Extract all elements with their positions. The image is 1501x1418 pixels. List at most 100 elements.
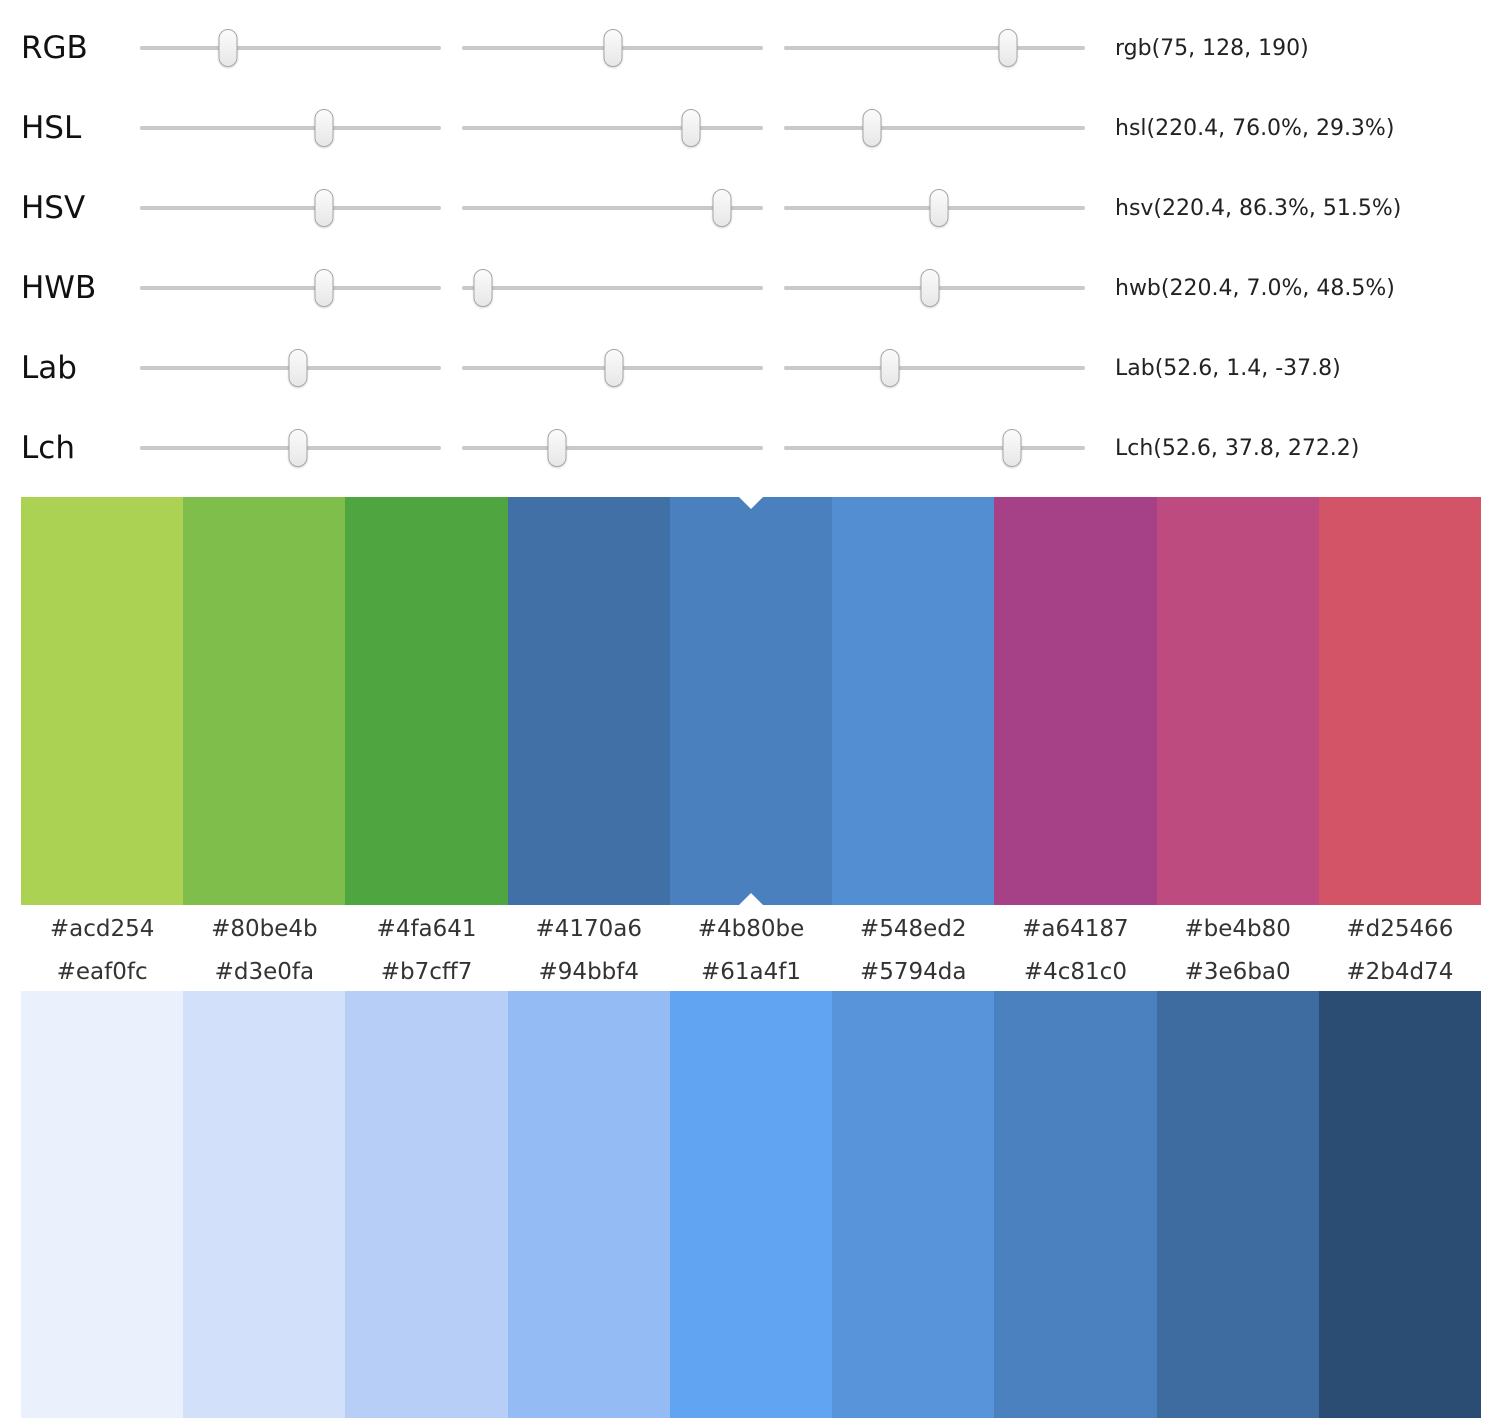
color-swatch[interactable] — [345, 991, 508, 1418]
slider-thumb[interactable] — [314, 269, 334, 307]
colorspace-label: HWB — [21, 270, 97, 306]
slider-track[interactable] — [462, 269, 763, 307]
swatch-hex-label: #3e6ba0 — [1184, 958, 1291, 985]
slider-track[interactable] — [140, 29, 441, 67]
color-swatch-selected[interactable] — [669, 497, 833, 905]
swatch-hex-label: #4170a6 — [535, 915, 643, 942]
slider-tracks — [140, 269, 1085, 307]
selected-marker-top-icon — [738, 497, 764, 510]
slider-tracks — [140, 189, 1085, 227]
color-swatch[interactable] — [1156, 497, 1319, 905]
slider-track[interactable] — [140, 429, 441, 467]
color-swatch[interactable] — [183, 991, 346, 1418]
color-swatch[interactable] — [832, 497, 995, 905]
slider-row-rgb: RGB rgb(75, 128, 190) — [21, 8, 1501, 88]
slider-thumb[interactable] — [681, 109, 701, 147]
slider-tracks — [140, 349, 1085, 387]
slider-thumb[interactable] — [929, 189, 949, 227]
slider-row-lab: Lab Lab(52.6, 1.4, -37.8) — [21, 328, 1501, 408]
slider-thumb[interactable] — [880, 349, 900, 387]
slider-tracks — [140, 109, 1085, 147]
slider-track[interactable] — [784, 429, 1085, 467]
swatch-row — [21, 497, 1481, 905]
slider-track[interactable] — [784, 349, 1085, 387]
swatch-hex-label: #4b80be — [697, 915, 805, 942]
slider-track[interactable] — [784, 189, 1085, 227]
color-swatch[interactable] — [994, 497, 1157, 905]
slider-track[interactable] — [140, 269, 441, 307]
slider-thumb[interactable] — [862, 109, 882, 147]
slider-track[interactable] — [784, 269, 1085, 307]
hex-label-row: #eaf0fc #d3e0fa #b7cff7 #94bbf4 #61a4f1 #5794… — [21, 952, 1481, 991]
slider-track[interactable] — [140, 349, 441, 387]
tint-palette: #eaf0fc #d3e0fa #b7cff7 #94bbf4 #61a4f1 #5794… — [21, 952, 1481, 1418]
slider-track[interactable] — [140, 109, 441, 147]
color-value-text: hwb(220.4, 7.0%, 48.5%) — [1115, 275, 1395, 301]
color-swatch[interactable] — [21, 497, 184, 905]
slider-track[interactable] — [784, 29, 1085, 67]
color-value-text: hsl(220.4, 76.0%, 29.3%) — [1115, 115, 1395, 141]
slider-panel: RGB rgb(75, 128, 190) HSL hsl(220.4, 76.0%,… — [0, 0, 1501, 488]
colorspace-label: Lch — [21, 430, 75, 466]
swatch-hex-label: #4fa641 — [376, 915, 477, 942]
slider-track[interactable] — [462, 349, 763, 387]
slider-thumb[interactable] — [604, 349, 624, 387]
swatch-hex-label: #80be4b — [211, 915, 318, 942]
slider-thumb[interactable] — [547, 429, 567, 467]
slider-row-hsl: HSL hsl(220.4, 76.0%, 29.3%) — [21, 88, 1501, 168]
slider-thumb[interactable] — [603, 29, 623, 67]
color-swatch[interactable] — [994, 991, 1157, 1418]
color-swatch[interactable] — [345, 497, 508, 905]
slider-thumb[interactable] — [314, 109, 334, 147]
color-value-text: rgb(75, 128, 190) — [1115, 35, 1309, 61]
slider-thumb[interactable] — [218, 29, 238, 67]
slider-track[interactable] — [462, 429, 763, 467]
color-value-text: hsv(220.4, 86.3%, 51.5%) — [1115, 195, 1402, 221]
slider-thumb[interactable] — [1002, 429, 1022, 467]
slider-thumb[interactable] — [998, 29, 1018, 67]
colorspace-label: HSL — [21, 110, 82, 146]
swatch-hex-label: #5794da — [859, 958, 967, 985]
swatch-hex-label: #eaf0fc — [56, 958, 148, 985]
slider-thumb[interactable] — [920, 269, 940, 307]
slider-thumb[interactable] — [288, 349, 308, 387]
slider-thumb[interactable] — [288, 429, 308, 467]
swatch-hex-label: #d25466 — [1346, 915, 1454, 942]
color-swatch[interactable] — [1318, 991, 1481, 1418]
color-swatch[interactable] — [21, 991, 184, 1418]
color-swatch[interactable] — [507, 991, 670, 1418]
slider-thumb[interactable] — [314, 189, 334, 227]
swatch-hex-label: #4c81c0 — [1023, 958, 1127, 985]
color-swatch[interactable] — [507, 497, 670, 905]
color-swatch[interactable] — [832, 991, 995, 1418]
slider-thumb[interactable] — [473, 269, 493, 307]
slider-thumb[interactable] — [712, 189, 732, 227]
swatch-row — [21, 991, 1481, 1418]
slider-track[interactable] — [462, 189, 763, 227]
slider-track[interactable] — [462, 29, 763, 67]
hue-palette: #acd254 #80be4b #4fa641 #4170a6 #4b80be #548e… — [21, 497, 1481, 952]
hex-label-row: #acd254 #80be4b #4fa641 #4170a6 #4b80be #548e… — [21, 905, 1481, 952]
color-swatch[interactable] — [1156, 991, 1319, 1418]
swatch-hex-label: #b7cff7 — [380, 958, 473, 985]
slider-track[interactable] — [462, 109, 763, 147]
color-swatch[interactable] — [669, 991, 833, 1418]
slider-row-hwb: HWB hwb(220.4, 7.0%, 48.5%) — [21, 248, 1501, 328]
swatch-hex-label: #2b4d74 — [1346, 958, 1454, 985]
selected-marker-bottom-icon — [738, 892, 764, 905]
color-swatch[interactable] — [183, 497, 346, 905]
slider-track[interactable] — [784, 109, 1085, 147]
slider-tracks — [140, 29, 1085, 67]
color-swatch[interactable] — [1318, 497, 1481, 905]
swatch-hex-label: #a64187 — [1022, 915, 1129, 942]
color-value-text: Lab(52.6, 1.4, -37.8) — [1115, 355, 1341, 381]
swatch-hex-label: #61a4f1 — [700, 958, 801, 985]
slider-tracks — [140, 429, 1085, 467]
colorspace-label: Lab — [21, 350, 77, 386]
colorspace-label: RGB — [21, 30, 88, 66]
swatch-hex-label: #acd254 — [49, 915, 155, 942]
swatch-hex-label: #548ed2 — [859, 915, 967, 942]
swatch-hex-label: #d3e0fa — [214, 958, 315, 985]
swatch-hex-label: #be4b80 — [1184, 915, 1291, 942]
slider-track[interactable] — [140, 189, 441, 227]
